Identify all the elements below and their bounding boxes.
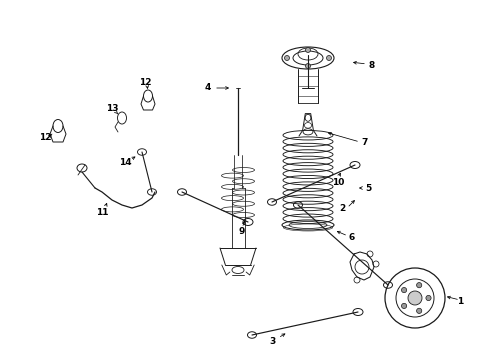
Text: 14: 14	[119, 158, 131, 166]
Circle shape	[401, 288, 407, 293]
Circle shape	[326, 55, 332, 60]
Text: 10: 10	[332, 177, 344, 186]
Text: 7: 7	[362, 138, 368, 147]
Text: 11: 11	[96, 207, 108, 216]
Text: 5: 5	[365, 184, 371, 193]
Text: 9: 9	[239, 228, 245, 237]
Text: 3: 3	[269, 338, 275, 346]
Circle shape	[416, 308, 422, 314]
Text: 12: 12	[139, 77, 151, 86]
Circle shape	[305, 63, 311, 68]
Circle shape	[305, 48, 311, 53]
Circle shape	[401, 303, 407, 309]
Text: 1: 1	[457, 297, 463, 306]
Text: 6: 6	[349, 234, 355, 243]
Circle shape	[408, 291, 422, 305]
Circle shape	[416, 283, 422, 288]
Text: 2: 2	[339, 203, 345, 212]
Text: 8: 8	[369, 60, 375, 69]
Text: 12: 12	[39, 134, 51, 143]
Circle shape	[285, 55, 290, 60]
Circle shape	[426, 296, 431, 301]
Text: 4: 4	[205, 84, 211, 93]
Text: 13: 13	[106, 104, 118, 112]
